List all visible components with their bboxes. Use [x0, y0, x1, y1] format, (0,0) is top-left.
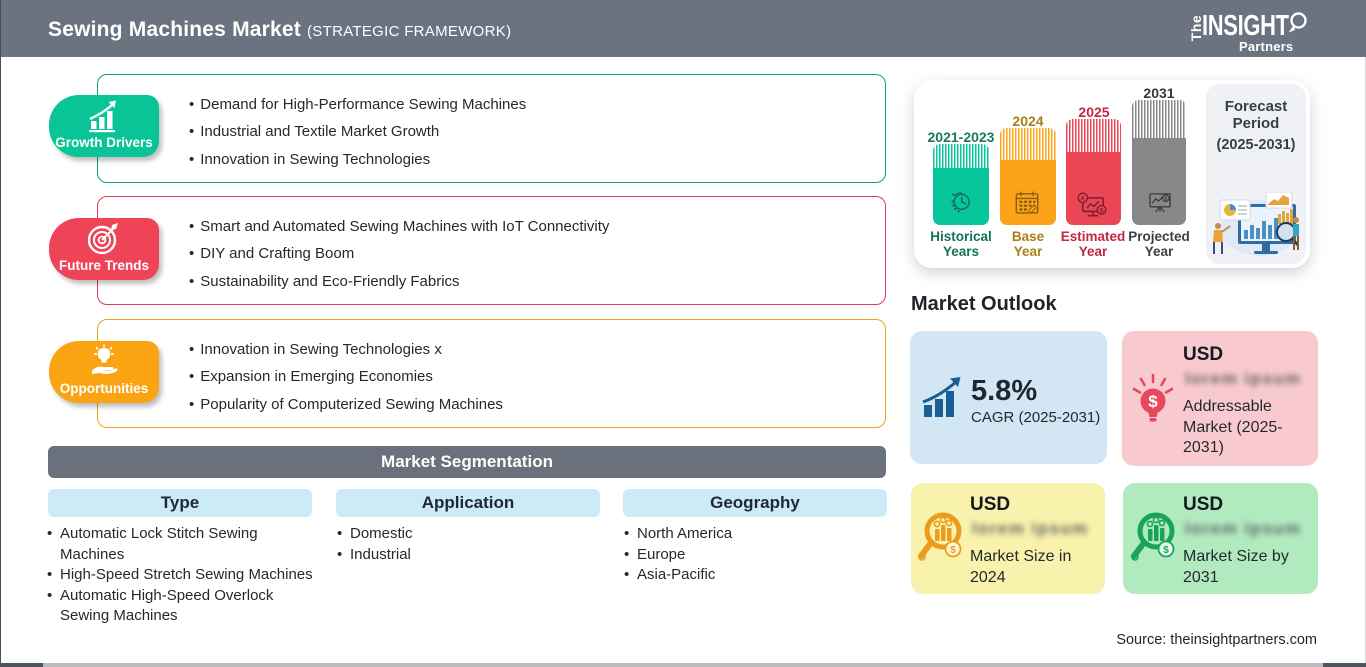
svg-text:A: A [1081, 196, 1086, 202]
svg-text:$: $ [950, 545, 956, 556]
svg-text:$: $ [1163, 545, 1169, 556]
svg-text:$: $ [1148, 392, 1158, 411]
svg-text:$: $ [1100, 207, 1104, 214]
svg-text:$: $ [1164, 196, 1168, 202]
